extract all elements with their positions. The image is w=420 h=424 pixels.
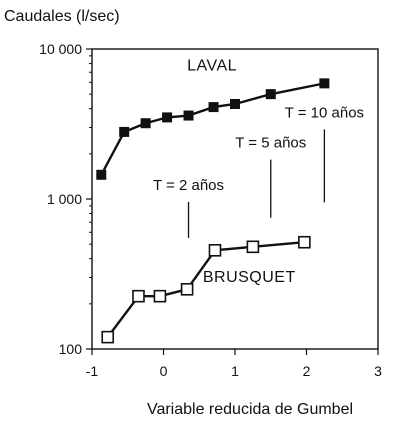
y-axis: 100 1 000 10 000 — [39, 41, 92, 357]
y-tick-label: 10 000 — [39, 41, 82, 57]
y-axis-title: Caudales (l/sec) — [4, 8, 120, 25]
annotation-label: T = 2 años — [153, 177, 224, 194]
data-point-laval — [183, 110, 194, 121]
x-tick-label: 0 — [160, 363, 168, 379]
series-line-laval — [100, 82, 325, 176]
data-point-brusquet — [298, 235, 311, 249]
annotations: T = 2 años T = 5 años T = 10 años — [153, 104, 364, 238]
plot-frame — [91, 48, 379, 350]
data-point-laval — [119, 126, 130, 137]
data-point-brusquet — [153, 289, 167, 303]
data-point-laval — [208, 102, 219, 113]
x-tick-label: 1 — [231, 363, 239, 379]
data-point-brusquet — [132, 289, 145, 303]
data-point-laval — [96, 169, 107, 180]
x-tick-label: -1 — [86, 363, 99, 379]
data-point-brusquet — [180, 283, 194, 296]
annotation-label: T = 5 años — [235, 135, 306, 152]
data-point-brusquet — [246, 240, 260, 254]
x-tick-label: 2 — [303, 363, 311, 379]
x-tick-label: 3 — [374, 363, 382, 379]
y-tick-label: 1 000 — [47, 191, 82, 207]
y-tick-label: 100 — [59, 341, 83, 357]
series-line-brusquet — [106, 241, 305, 338]
series-layer: LAVAL BRUSQUET — [96, 57, 330, 344]
data-point-brusquet — [101, 330, 115, 344]
annotation-label: T = 10 años — [285, 104, 364, 121]
series-label-brusquet: BRUSQUET — [203, 269, 296, 286]
data-point-brusquet — [208, 243, 222, 257]
x-axis-title: Variable reducida de Gumbel — [147, 401, 353, 418]
data-point-laval — [230, 98, 240, 109]
data-point-laval — [319, 78, 330, 89]
x-axis: -1 0 1 2 3 — [86, 349, 382, 379]
data-point-laval — [162, 112, 173, 123]
series-label-laval: LAVAL — [187, 57, 237, 74]
data-point-laval — [140, 118, 151, 129]
data-point-laval — [265, 89, 276, 100]
